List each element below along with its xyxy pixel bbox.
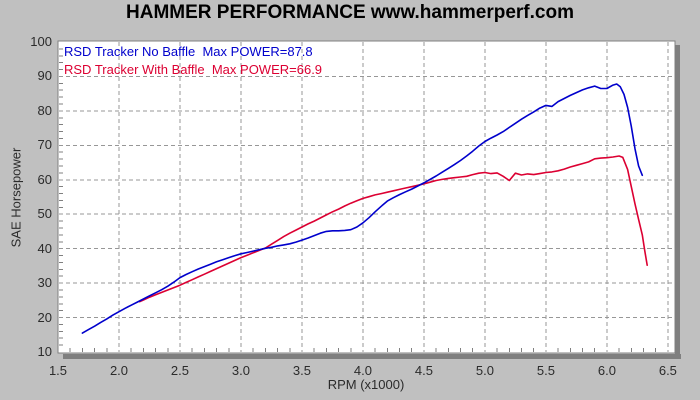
- x-tick-label: 2.0: [109, 363, 129, 378]
- y-tick-label: 50: [37, 206, 52, 222]
- plot-shadow-right: [675, 45, 680, 358]
- x-tick-label: 2.5: [170, 363, 189, 378]
- y-tick-label: 60: [37, 171, 52, 187]
- y-tick-label: 100: [30, 34, 52, 49]
- legend-item-no-baffle: RSD Tracker No Baffle Max POWER=87.8: [64, 44, 313, 59]
- legend-item-with-baffle: RSD Tracker With Baffle Max POWER=66.9: [64, 62, 323, 77]
- curve-with-baffle: [138, 155, 649, 303]
- x-tick-label: 6.5: [658, 363, 677, 378]
- curve-no-baffle: [81, 83, 644, 334]
- x-tick-label: 5.5: [536, 363, 555, 378]
- x-tick-label: 3.5: [292, 363, 311, 378]
- x-tick-label: 6.0: [597, 363, 616, 378]
- x-tick-label: 4.0: [353, 363, 372, 378]
- chart-title: HAMMER PERFORMANCE www.hammerperf.com: [126, 2, 574, 23]
- x-tick-label: 5.0: [475, 363, 494, 378]
- plot-shadow-bottom: [63, 354, 681, 359]
- x-tick-label: 3.0: [231, 363, 250, 378]
- y-tick-label: 30: [37, 275, 52, 291]
- y-tick-label: 70: [37, 137, 52, 153]
- x-axis-label: RPM (x1000): [327, 377, 405, 392]
- y-tick-label: 40: [37, 240, 52, 256]
- y-tick-label: 90: [37, 68, 52, 84]
- y-tick-label: 80: [37, 102, 52, 118]
- y-tick-label: 10: [37, 344, 52, 359]
- y-tick-label: 20: [37, 309, 52, 325]
- x-tick-label: 4.5: [414, 363, 433, 378]
- x-tick-label: 1.5: [48, 363, 68, 378]
